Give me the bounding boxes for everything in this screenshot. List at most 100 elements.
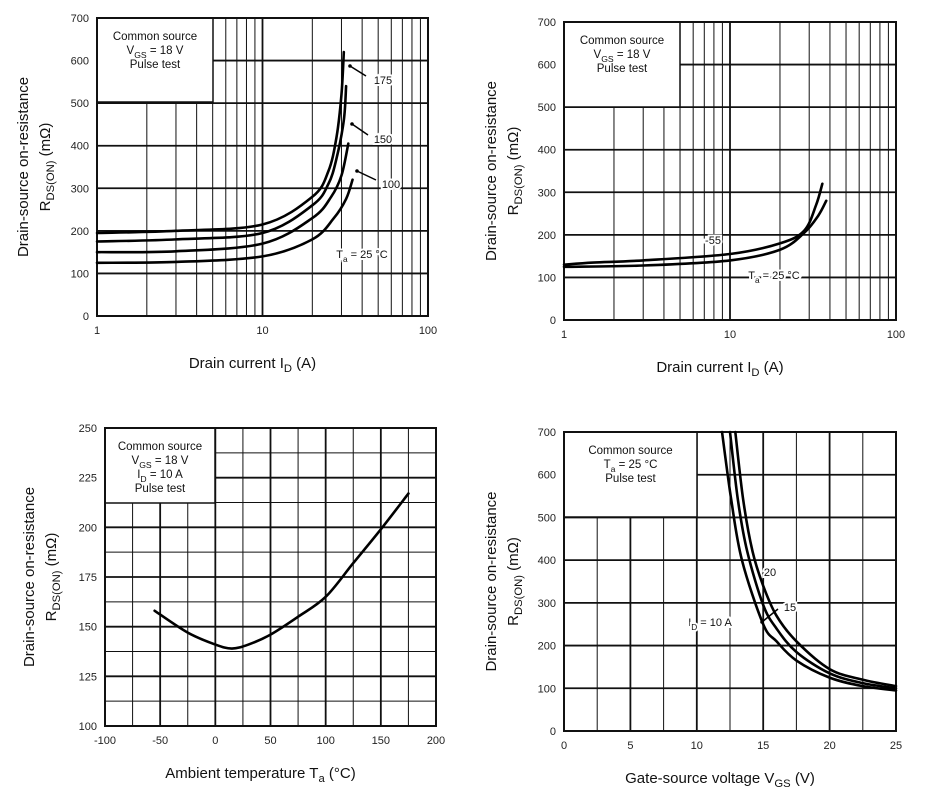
info-line: Pulse test xyxy=(597,63,648,75)
x-axis-label-text: Gate-source voltage xyxy=(625,770,764,787)
y-tick-label: 200 xyxy=(71,226,89,238)
series-label: 150 xyxy=(374,134,392,146)
info-line-text: V xyxy=(594,49,602,61)
y-tick-label: 400 xyxy=(71,141,89,153)
info-line: VGS = 18 V xyxy=(132,455,189,470)
y-tick-label: 100 xyxy=(79,721,97,733)
x-tick-label: 200 xyxy=(427,735,445,747)
x-axis-label-text: Drain current xyxy=(656,359,747,376)
y-tick-label: 200 xyxy=(538,641,556,653)
y-tick-label: 600 xyxy=(538,60,556,72)
info-line-text: T xyxy=(604,459,611,471)
y-axis-unit-label-symbol: R xyxy=(37,200,54,211)
y-tick-label: 100 xyxy=(538,272,556,284)
y-tick-label: 100 xyxy=(71,268,89,280)
series-label-text: 100 xyxy=(382,179,400,191)
series-line xyxy=(95,178,354,265)
info-line: Common source xyxy=(113,31,197,43)
y-tick-label: 250 xyxy=(79,423,97,435)
y-tick-label: 175 xyxy=(79,572,97,584)
info-line-text: Common source xyxy=(588,445,672,457)
x-axis-label-subscript: D xyxy=(284,363,292,375)
y-axis-label: Drain-source on-resistance xyxy=(483,491,500,671)
y-tick-label: 700 xyxy=(71,13,89,25)
series-label-suffix: = 25 °C xyxy=(760,270,800,282)
plot-frame xyxy=(96,17,429,317)
x-tick-label: 5 xyxy=(627,740,633,752)
series-label: 20 xyxy=(764,567,776,579)
y-tick-label: 400 xyxy=(538,145,556,157)
x-axis-label-text: Drain current xyxy=(189,355,280,372)
series-label-subscript: a xyxy=(343,255,348,264)
info-line-subscript: a xyxy=(611,464,616,474)
annotation-arrow xyxy=(761,608,779,623)
info-line-suffix: = 18 V xyxy=(152,455,189,467)
series-line xyxy=(95,142,350,254)
x-tick-label: 100 xyxy=(316,735,334,747)
y-axis-unit-label: RDS(ON) (mΩ) xyxy=(37,123,57,212)
y-axis-label: Drain-source on-resistance xyxy=(15,77,32,257)
x-axis-label-suffix: (V) xyxy=(791,770,815,787)
series-line xyxy=(728,430,898,690)
info-line: Pulse test xyxy=(135,483,186,495)
x-axis-label-suffix: (°C) xyxy=(325,765,356,782)
x-tick-label: 10 xyxy=(256,325,268,337)
x-axis-label-symbol: V xyxy=(764,770,774,787)
x-axis-label: Ambient temperature Ta (°C) xyxy=(165,765,355,785)
info-line-suffix: = 25 °C xyxy=(615,459,657,471)
info-line-text: V xyxy=(127,45,135,57)
y-axis-unit-label: RDS(ON) (mΩ) xyxy=(505,537,525,626)
info-line: Ta = 25 °C xyxy=(604,459,658,474)
x-axis-label: Drain current ID (A) xyxy=(656,359,783,379)
x-tick-label: 0 xyxy=(212,735,218,747)
series-line xyxy=(562,182,824,266)
x-axis-label-suffix: (A) xyxy=(292,355,316,372)
x-axis-label-symbol: I xyxy=(747,359,751,376)
y-tick-label: 700 xyxy=(538,17,556,29)
y-axis-label: Drain-source on-resistance xyxy=(483,81,500,261)
y-tick-label: 125 xyxy=(79,671,97,683)
y-axis-unit-label-subscript: DS(ON) xyxy=(513,575,525,615)
x-tick-label: 1 xyxy=(561,329,567,341)
series-line xyxy=(720,430,898,692)
series-label-subscript: D xyxy=(691,623,697,632)
series-label: 100 xyxy=(382,179,400,191)
x-axis-label-text: Ambient temperature xyxy=(165,765,309,782)
arrow-head-icon xyxy=(355,169,359,173)
series-label: Ta = 25 °C xyxy=(748,270,800,285)
y-tick-label: 600 xyxy=(71,56,89,68)
series-label-text: 15 xyxy=(784,602,796,614)
x-tick-label: 25 xyxy=(890,740,902,752)
x-tick-label: 15 xyxy=(757,740,769,752)
series-label: Ta = 25 °C xyxy=(336,249,388,264)
x-tick-label: 100 xyxy=(887,329,905,341)
y-tick-label: 300 xyxy=(538,598,556,610)
arrow-head-icon xyxy=(350,122,354,126)
y-axis-unit-label-symbol: R xyxy=(505,615,522,626)
arrow-head-icon xyxy=(348,64,352,68)
info-line-text: I xyxy=(137,469,140,481)
y-tick-label: 200 xyxy=(538,230,556,242)
series-line xyxy=(95,84,348,243)
series-line xyxy=(95,50,346,235)
info-line-text: Common source xyxy=(118,441,202,453)
series-label: -55 xyxy=(705,235,721,247)
info-line-text: V xyxy=(132,455,140,467)
series-label-suffix: = 25 °C xyxy=(348,249,388,261)
y-axis-unit-label-suffix: (mΩ) xyxy=(505,537,522,575)
series-label-text: 20 xyxy=(764,567,776,579)
info-line: Pulse test xyxy=(605,473,656,485)
x-tick-label: 1 xyxy=(94,325,100,337)
info-line-subscript: GS xyxy=(601,54,614,64)
y-tick-label: 0 xyxy=(83,311,89,323)
series-label-subscript: a xyxy=(755,276,760,285)
x-tick-label: 150 xyxy=(372,735,390,747)
x-tick-label: 10 xyxy=(724,329,736,341)
y-axis-unit-label-suffix: (mΩ) xyxy=(505,127,522,165)
series-label: 15 xyxy=(784,602,796,614)
info-line-suffix: = 18 V xyxy=(614,49,651,61)
info-line: Pulse test xyxy=(130,59,181,71)
series-label-text: T xyxy=(748,270,755,282)
info-line: VGS = 18 V xyxy=(127,45,184,60)
